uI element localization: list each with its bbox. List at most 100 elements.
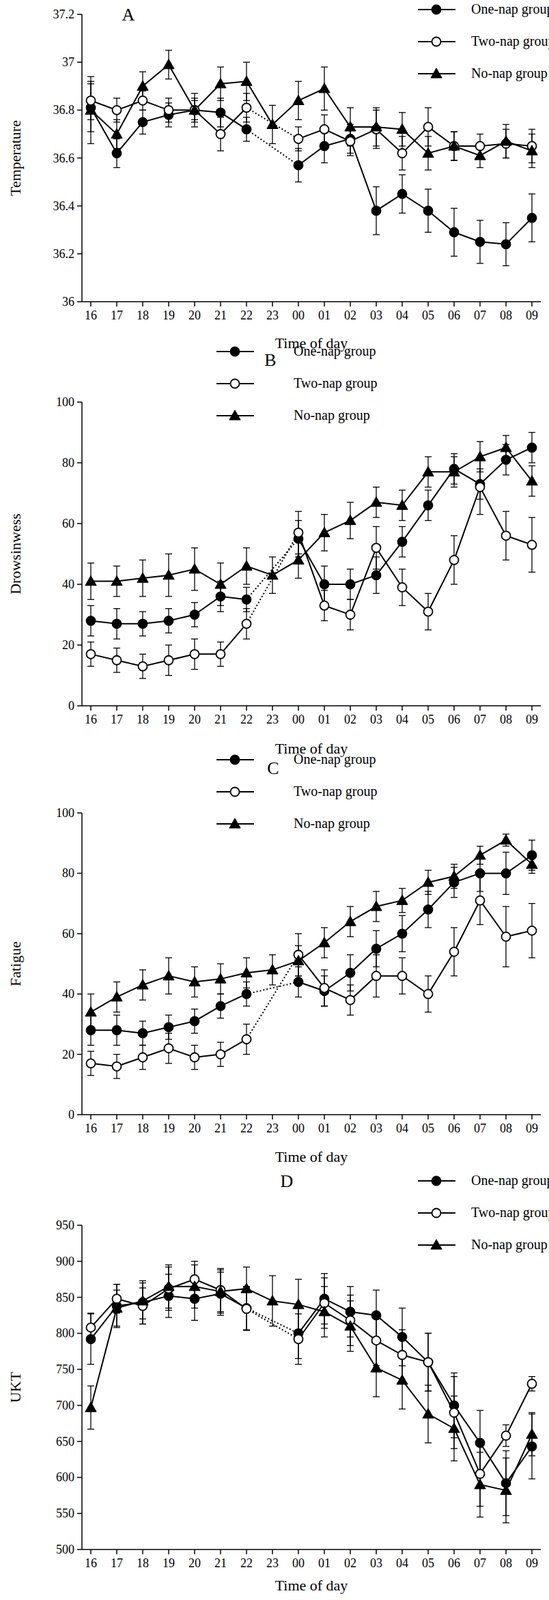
legend-label: Two-nap group bbox=[293, 783, 377, 800]
error-cap bbox=[528, 839, 536, 841]
legend-label: No-nap group bbox=[471, 1237, 548, 1254]
error-cap bbox=[294, 1364, 302, 1365]
error-cap bbox=[528, 873, 536, 875]
x-tick-label: 07 bbox=[473, 1556, 487, 1571]
error-cap bbox=[528, 1455, 536, 1457]
legend-marker bbox=[230, 755, 240, 765]
data-point bbox=[242, 1304, 252, 1314]
legend-marker bbox=[430, 68, 442, 78]
x-tick bbox=[349, 1550, 351, 1555]
error-cap bbox=[502, 1425, 510, 1426]
x-tick-label: 02 bbox=[344, 1121, 357, 1136]
y-tick bbox=[77, 462, 82, 464]
y-tick bbox=[77, 1054, 82, 1056]
data-point bbox=[86, 1323, 96, 1333]
data-point bbox=[424, 990, 433, 999]
y-axis bbox=[81, 813, 83, 1116]
error-cap bbox=[320, 1005, 328, 1007]
y-tick-label: 500 bbox=[55, 1543, 75, 1557]
error-cap bbox=[320, 969, 328, 971]
plot-area bbox=[85, 50, 538, 267]
gap-bridge bbox=[246, 107, 299, 140]
data-point bbox=[474, 850, 486, 860]
panel-title: C bbox=[266, 758, 279, 779]
data-point bbox=[475, 482, 485, 492]
error-cap bbox=[346, 1295, 354, 1297]
error-cap bbox=[165, 1308, 173, 1309]
data-point bbox=[112, 656, 122, 666]
y-tick bbox=[77, 523, 82, 525]
data-point bbox=[241, 1283, 252, 1294]
data-point bbox=[475, 869, 485, 879]
x-tick-label: 03 bbox=[370, 1121, 383, 1136]
x-tick bbox=[453, 1550, 455, 1555]
error-cap bbox=[424, 894, 432, 896]
data-point bbox=[475, 141, 485, 151]
x-tick bbox=[271, 706, 274, 711]
data-point bbox=[292, 955, 304, 965]
y-axis bbox=[81, 1225, 83, 1551]
data-point bbox=[346, 610, 356, 620]
error-cap bbox=[372, 954, 380, 956]
x-tick-label: 23 bbox=[266, 1121, 279, 1136]
error-cap bbox=[372, 145, 380, 147]
error-cap bbox=[139, 109, 147, 111]
data-point bbox=[396, 895, 408, 905]
data-point bbox=[527, 443, 537, 453]
error-cap bbox=[113, 671, 121, 673]
x-tick-label: 05 bbox=[421, 1556, 435, 1571]
data-point bbox=[526, 859, 538, 869]
x-tick bbox=[427, 301, 429, 307]
x-tick-label: 20 bbox=[188, 1556, 201, 1571]
data-point bbox=[216, 107, 226, 117]
error-cap bbox=[528, 432, 536, 433]
error-cap bbox=[165, 632, 173, 634]
x-axis bbox=[81, 705, 541, 707]
error-cap bbox=[424, 520, 432, 522]
series-line bbox=[90, 840, 532, 1013]
data-point bbox=[292, 1299, 304, 1309]
x-tick-label: 16 bbox=[84, 308, 97, 323]
error-cap bbox=[502, 894, 510, 896]
data-point bbox=[424, 905, 433, 915]
error-cap bbox=[346, 107, 354, 108]
error-cap bbox=[424, 169, 432, 171]
error-cap bbox=[476, 846, 484, 847]
data-point bbox=[86, 1026, 96, 1036]
error-cap bbox=[294, 126, 302, 128]
error-cap bbox=[139, 109, 147, 111]
error-cap bbox=[502, 124, 510, 125]
x-tick bbox=[219, 1115, 222, 1120]
data-point bbox=[501, 531, 511, 541]
x-tick bbox=[116, 706, 118, 711]
error-cap bbox=[165, 1310, 173, 1312]
error-cap bbox=[320, 589, 328, 591]
legend-marker bbox=[432, 37, 442, 47]
x-tick bbox=[349, 706, 351, 711]
y-tick-label: 36.2 bbox=[53, 247, 76, 261]
error-cap bbox=[191, 92, 199, 94]
error-cap bbox=[191, 1033, 199, 1034]
panel-title: B bbox=[264, 350, 276, 371]
error-cap bbox=[165, 78, 173, 80]
error-cap bbox=[424, 1333, 432, 1335]
error-cap bbox=[424, 593, 432, 595]
x-tick-label: 17 bbox=[110, 712, 123, 727]
x-tick-label: 17 bbox=[110, 308, 123, 323]
data-point bbox=[242, 1035, 252, 1045]
data-point bbox=[346, 1307, 356, 1317]
error-cap bbox=[113, 1045, 121, 1047]
error-cap bbox=[528, 1376, 536, 1378]
x-axis bbox=[81, 1549, 541, 1551]
data-point bbox=[215, 973, 227, 984]
data-point bbox=[190, 1294, 200, 1304]
error-cap bbox=[502, 157, 510, 159]
data-point bbox=[398, 189, 407, 199]
data-point bbox=[111, 1302, 123, 1313]
data-point bbox=[86, 1059, 96, 1068]
error-cap bbox=[528, 241, 536, 243]
error-cap bbox=[139, 1045, 147, 1047]
x-tick bbox=[297, 1115, 300, 1120]
y-tick bbox=[77, 1369, 82, 1371]
data-point bbox=[137, 979, 149, 990]
